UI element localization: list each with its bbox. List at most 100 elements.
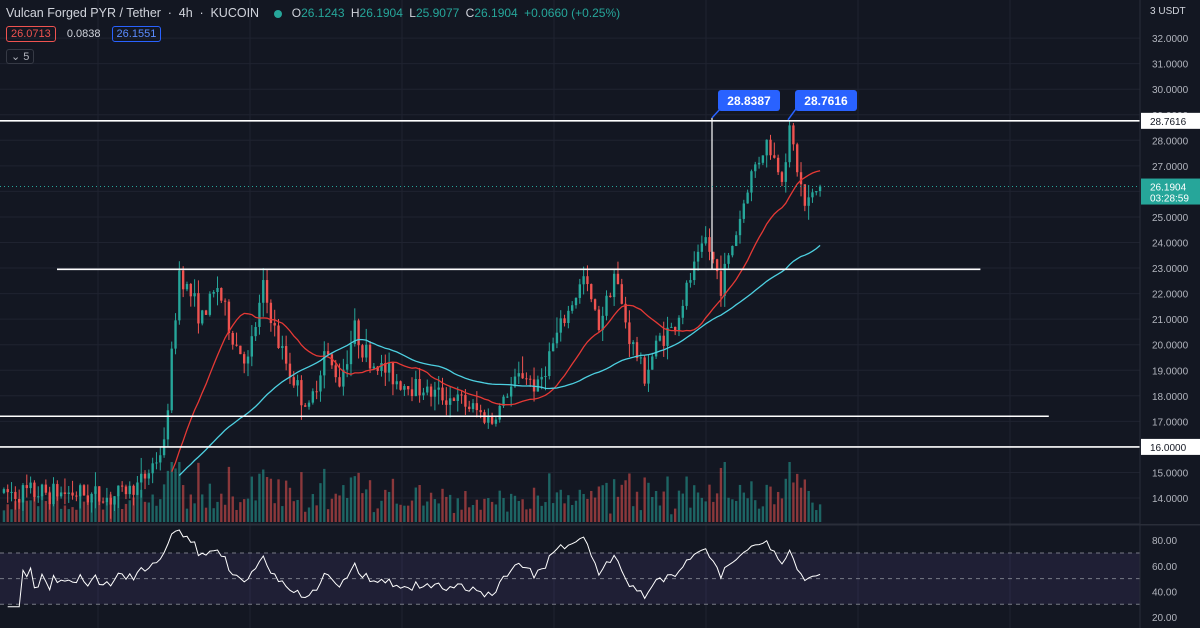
candle-body	[101, 501, 105, 503]
volume-bar	[624, 480, 627, 522]
candle-body	[342, 369, 345, 387]
volume-bar	[399, 504, 402, 522]
price-tick-label: 23.0000	[1152, 264, 1189, 275]
symbol-title[interactable]: Vulcan Forged PYR / Tether	[6, 6, 161, 20]
price-tick-label: 22.0000	[1152, 290, 1189, 301]
volume-bar	[288, 487, 292, 522]
candle-body	[189, 283, 192, 297]
candle-body	[376, 366, 379, 371]
volume-bar	[231, 496, 234, 522]
candle-body	[174, 320, 177, 349]
candle-body	[231, 332, 234, 345]
candle-body	[693, 261, 696, 281]
volume-bar	[529, 508, 532, 522]
candle-body	[773, 155, 776, 158]
candle-body	[544, 376, 547, 378]
volume-bar	[63, 505, 67, 522]
candle-body	[559, 318, 562, 333]
price-tick-label: 19.0000	[1152, 366, 1189, 377]
level-price-tag-bg	[1141, 438, 1200, 455]
candle-body	[609, 295, 612, 298]
candle-body	[780, 172, 784, 182]
volume-bar	[757, 508, 761, 522]
volume-bar	[151, 494, 154, 522]
candle-body	[654, 340, 658, 357]
volume-bar	[612, 479, 616, 522]
candle-body	[269, 302, 273, 324]
volume-bar	[773, 504, 776, 522]
candle-body	[338, 377, 341, 387]
volume-bar	[140, 489, 143, 522]
callout-box	[718, 90, 780, 111]
volume-bar	[410, 500, 414, 522]
interval-label[interactable]: 4h	[178, 6, 193, 20]
currency-label[interactable]: 3 USDT	[1150, 6, 1186, 17]
candle-body	[21, 485, 25, 503]
volume-bar	[754, 500, 757, 522]
volume-bar	[56, 494, 59, 522]
candle-body	[605, 295, 608, 316]
volume-bar	[250, 476, 253, 522]
volume-bar	[574, 500, 578, 522]
candle-body	[59, 492, 63, 497]
volume-bar	[67, 509, 70, 522]
volume-bar	[735, 500, 738, 522]
candle-body	[597, 309, 601, 331]
candle-body	[136, 482, 139, 495]
candle-body	[422, 392, 425, 396]
candle-body	[132, 485, 135, 495]
volume-bar	[441, 488, 444, 522]
volume-bar	[212, 508, 215, 522]
volume-bar	[181, 485, 185, 522]
volume-bar	[243, 499, 246, 522]
volume-bar	[292, 501, 295, 522]
candle-body	[372, 366, 376, 369]
candle-body	[796, 144, 799, 173]
candle-body	[712, 251, 715, 260]
symbol-separator: ·	[196, 6, 208, 20]
candle-body	[380, 362, 383, 371]
high-value: 26.1904	[359, 6, 403, 20]
volume-bar	[254, 500, 257, 522]
volume-bar	[708, 484, 711, 522]
ma-slow-value[interactable]: 26.1551	[111, 26, 162, 42]
candle-body	[426, 386, 429, 393]
candle-body	[742, 203, 745, 219]
indicators-toggle[interactable]: ⌄ 5	[6, 49, 35, 64]
candle-body	[731, 245, 734, 256]
volume-bar	[239, 502, 242, 522]
volume-bar	[269, 478, 273, 522]
candle-body	[216, 288, 219, 293]
volume-bar	[571, 504, 574, 522]
callout-leader	[787, 108, 797, 121]
level-price-tag: 28.7616	[1150, 117, 1187, 128]
volume-bar	[273, 503, 276, 522]
candle-body	[677, 317, 681, 332]
volume-bar	[673, 508, 677, 522]
currency-prefix: 3	[1150, 6, 1156, 17]
volume-bar	[277, 479, 280, 522]
candle-body	[506, 396, 509, 398]
ma-fast-value[interactable]: 26.0713	[6, 26, 56, 42]
volume-bar	[509, 493, 513, 522]
candle-body	[529, 378, 532, 380]
volume-bar	[643, 477, 646, 522]
volume-bar	[536, 495, 540, 522]
volume-bar	[6, 504, 9, 522]
volume-bar	[662, 491, 665, 522]
volume-bar	[525, 509, 528, 522]
candle-body	[582, 276, 585, 285]
candle-body	[277, 325, 280, 349]
candle-body	[815, 191, 818, 193]
volume-bar	[296, 499, 299, 522]
volume-bar	[29, 500, 32, 522]
candle-body	[292, 377, 295, 386]
volume-bar	[780, 498, 784, 522]
volume-bar	[391, 478, 395, 522]
candle-body	[620, 284, 623, 304]
exchange-label: KUCOIN	[210, 6, 260, 20]
candle-body	[414, 378, 417, 397]
candle-body	[227, 301, 231, 333]
